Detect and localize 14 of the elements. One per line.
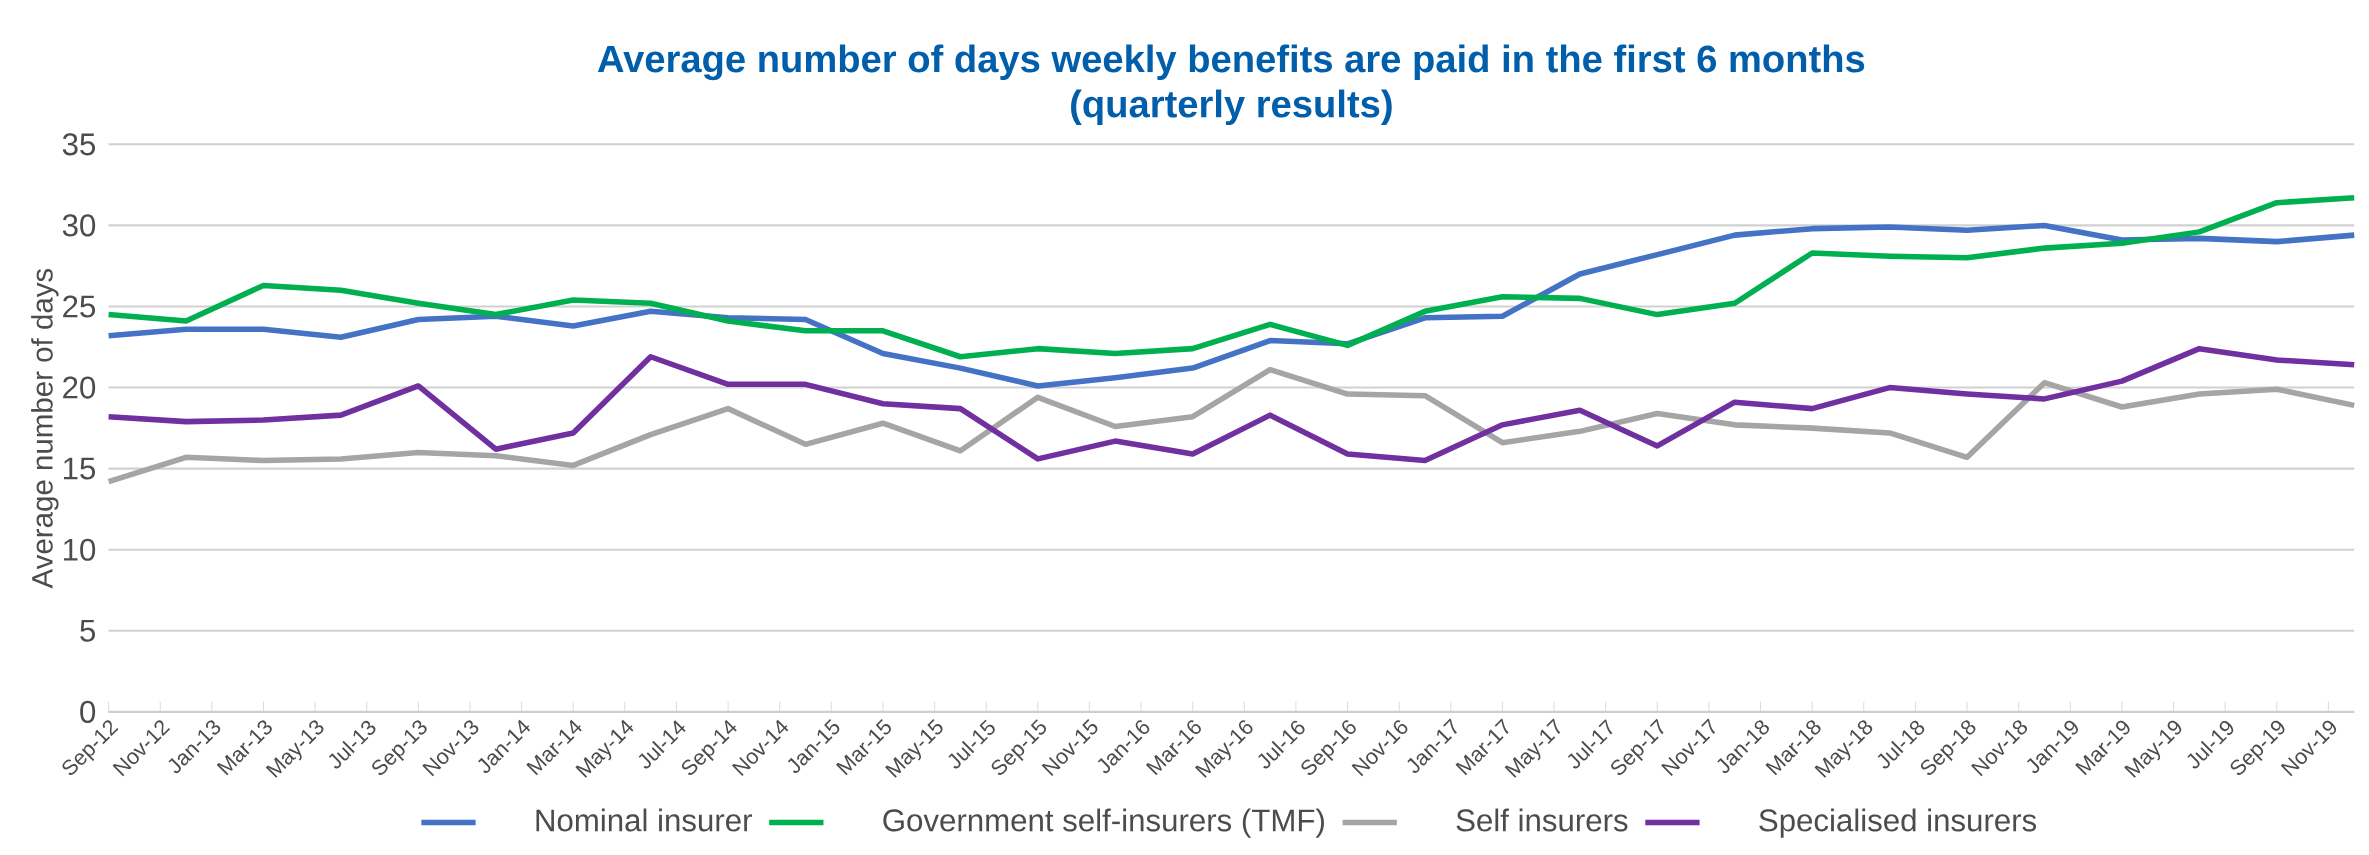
y-tick-label: 20 — [63, 376, 96, 399]
legend-label: Specialised insurers — [1759, 808, 2037, 838]
legend-label: Government self-insurers (TMF) — [883, 808, 1324, 838]
chart-subtitle: (quarterly results) — [1071, 89, 1392, 126]
legend-label: Self insurers — [1456, 808, 1628, 832]
y-axis-title: Average number of days — [31, 268, 59, 589]
y-tick-label: 25 — [63, 295, 96, 318]
y-tick-label: 10 — [64, 538, 96, 561]
legend-label: Nominal insurer — [536, 808, 752, 832]
y-tick-label: 15 — [64, 457, 96, 480]
y-tick-label: 30 — [62, 214, 96, 237]
y-tick-label: 35 — [62, 133, 96, 156]
y-tick-label: 5 — [80, 619, 96, 642]
chart-title: Average number of days weekly benefits are paid in the first 6 months — [597, 44, 1865, 81]
